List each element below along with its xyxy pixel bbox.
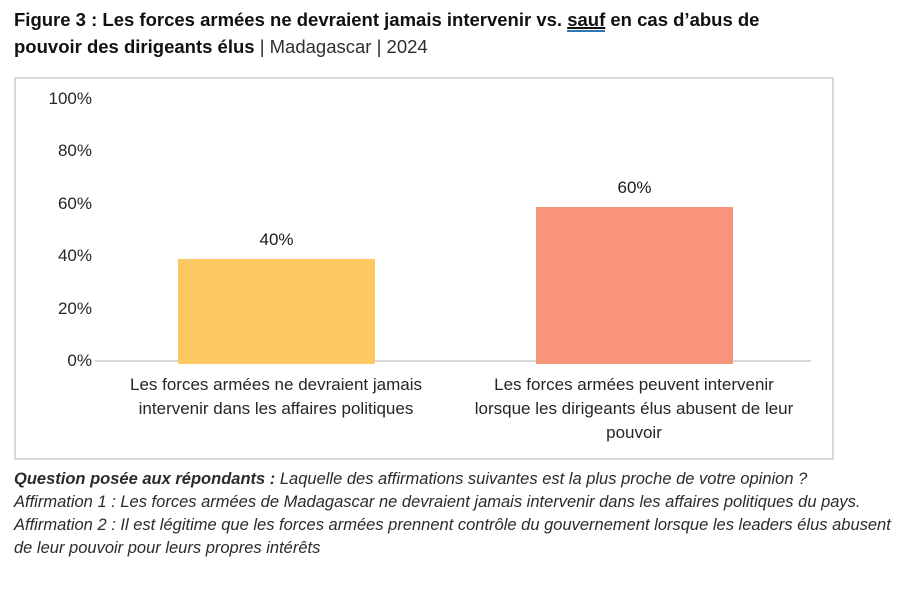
category-label-jamais-intervenir: Les forces armées ne devraient jamais in… — [130, 375, 422, 418]
title-underlined-word: sauf — [567, 9, 606, 32]
title-line1-part1: Figure 3 : Les forces armées ne devraien… — [14, 9, 568, 30]
figure-title: Figure 3 : Les forces armées ne devraien… — [14, 6, 914, 60]
footnote-question-label: Question posée aux répondants : — [14, 470, 276, 488]
title-line2-bold: pouvoir des dirigeants élus — [14, 36, 255, 57]
x-axis-baseline — [95, 360, 811, 362]
bar-column-peuvent-intervenir: 60% — [536, 178, 733, 364]
y-tick-40: 40% — [57, 246, 92, 265]
y-tick-80: 80% — [57, 141, 92, 160]
footnote-affirmation1: Affirmation 1 : Les forces armées de Mad… — [14, 493, 861, 511]
title-line1-part2: en cas d’abus de — [605, 9, 760, 30]
bar-chart: 100% 80% 60% 40% 20% 0% 40% 60% Les forc… — [14, 77, 834, 460]
footnote-question: Question posée aux répondants : Laquelle… — [14, 468, 906, 491]
data-label-40: 40% — [259, 230, 294, 249]
y-tick-100: 100% — [48, 89, 92, 108]
footnote-question-text: Laquelle des affirmations suivantes est … — [275, 470, 808, 488]
bar-column-jamais-intervenir: 40% — [178, 230, 375, 364]
bar-jamais-intervenir — [178, 259, 375, 364]
y-tick-60: 60% — [57, 194, 92, 213]
category-label-peuvent-intervenir: Les forces armées peuvent intervenir lor… — [474, 375, 794, 442]
bar-peuvent-intervenir — [536, 207, 733, 364]
title-country-year: | Madagascar | 2024 — [254, 36, 428, 57]
footnote: Question posée aux répondants : Laquelle… — [14, 468, 906, 560]
y-tick-0: 0% — [67, 351, 92, 370]
data-label-60: 60% — [617, 178, 652, 197]
y-tick-20: 20% — [57, 299, 92, 318]
footnote-affirmation2: Affirmation 2 : Il est légitime que les … — [14, 516, 891, 557]
